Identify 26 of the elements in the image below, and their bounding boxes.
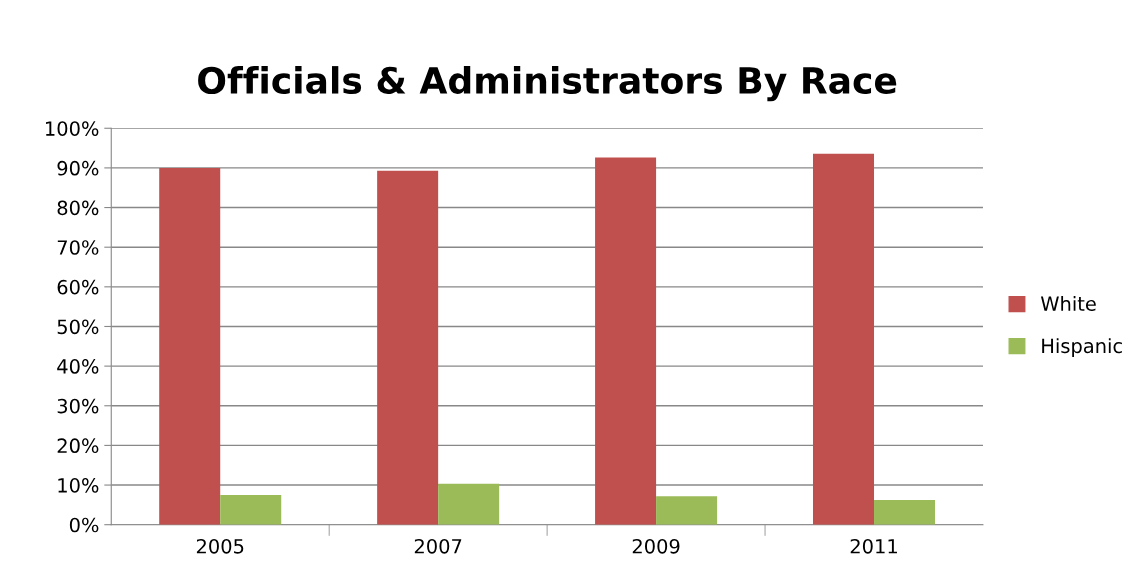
y-tick-label: 30% [57,398,99,414]
legend-label: White [1040,295,1096,312]
y-tick-label: 10% [58,478,99,493]
y-tick-label: 20% [57,438,99,454]
bar [220,494,282,525]
y-tick-label: 50% [57,319,99,335]
bar [377,170,439,525]
y-tick-label: 100% [46,121,99,136]
x-tick-label: 2007 [414,538,462,554]
y-tick-label: 90% [57,160,99,176]
x-tick-label: 2005 [196,538,244,554]
bar [159,167,221,525]
y-tick-label: 40% [57,359,99,374]
y-tick-label: 80% [57,200,99,216]
bar [438,483,500,525]
y-tick-label: 60% [57,279,99,295]
x-tick-label: 2011 [850,538,897,554]
legend-label: Hispanic [1042,338,1122,357]
y-tick-label: 0% [69,517,99,533]
y-tick-label: 70% [57,240,99,255]
bar [874,500,936,525]
chart-title: Officials & Administrators By Race [198,66,897,102]
bar [656,496,718,525]
bar [595,157,657,525]
x-tick-label: 2009 [632,538,680,554]
bar [812,153,875,525]
